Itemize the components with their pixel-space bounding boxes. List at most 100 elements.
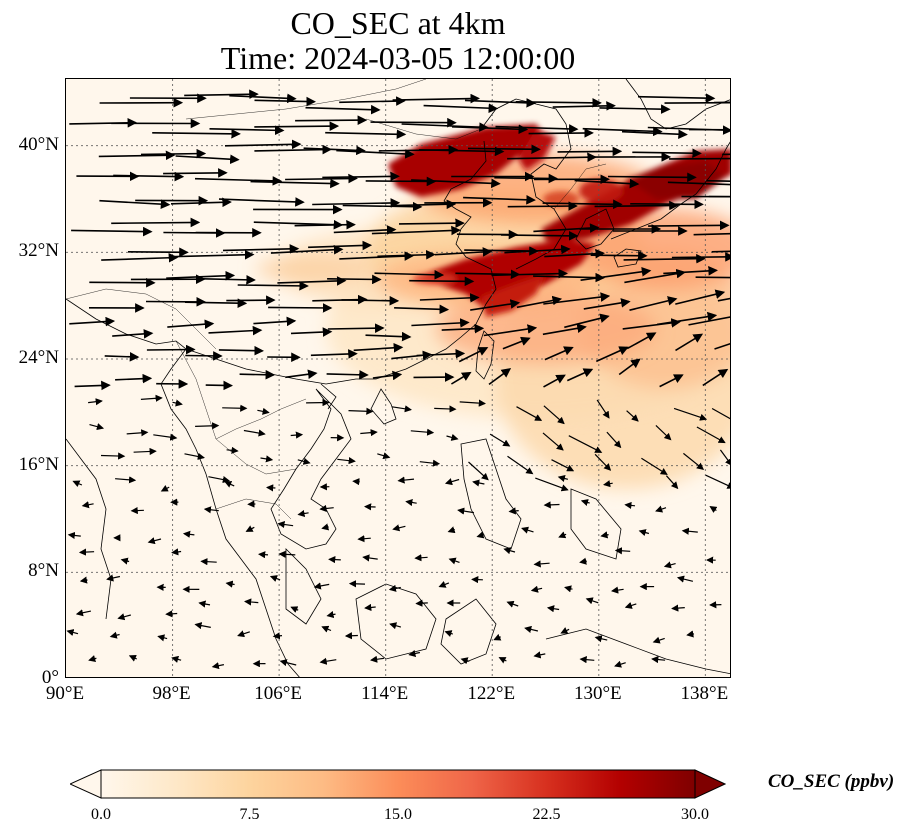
wind-arrow [393, 199, 457, 210]
wind-arrow [638, 529, 650, 537]
wind-arrow [319, 657, 337, 665]
wind-arrow [686, 630, 695, 638]
wind-arrow [460, 657, 470, 665]
wind-arrow [237, 630, 250, 638]
wind-arrow [671, 604, 685, 612]
wind-arrow [333, 225, 397, 235]
wind-arrow [208, 325, 263, 336]
wind-arrow [530, 585, 543, 593]
latitude-label: 0° [41, 667, 59, 688]
wind-arrow [175, 154, 240, 165]
wind-arrow [328, 556, 341, 564]
wind-arrow [416, 348, 466, 359]
wind-arrow [564, 313, 610, 329]
wind-arrow [75, 609, 92, 617]
wind-arrow [419, 146, 505, 157]
wind-arrow [147, 537, 162, 545]
wind-arrow [594, 635, 608, 643]
wind-arrow [348, 580, 366, 588]
wind-arrow [146, 344, 196, 355]
wind-arrow [543, 374, 566, 388]
wind-arrow [472, 479, 485, 487]
wind-arrow [580, 267, 652, 281]
wind-arrow [696, 426, 726, 444]
wind-arrow [464, 98, 536, 108]
wind-arrow [543, 292, 611, 305]
wind-arrow [258, 551, 269, 559]
latitude-label: 32°N [18, 240, 59, 262]
wind-arrow [184, 452, 205, 460]
wind-arrow [446, 433, 459, 441]
wind-arrow [205, 380, 233, 391]
wind-arrow [152, 128, 241, 139]
wind-arrow [688, 316, 730, 326]
wind-arrow [111, 217, 201, 228]
wind-arrow [327, 323, 385, 333]
wind-arrow [683, 452, 705, 470]
wind-arrow [254, 96, 316, 107]
wind-arrow [580, 499, 590, 506]
wind-arrow [438, 581, 450, 588]
colorbar-tick-label: 22.5 [532, 806, 561, 823]
wind-arrow [226, 446, 239, 454]
wind-arrow [607, 172, 697, 183]
wind-arrow [166, 270, 236, 281]
wind-arrow [198, 600, 211, 608]
wind-arrow [69, 316, 116, 327]
wind-arrow [266, 484, 276, 492]
wind-arrow [695, 276, 730, 279]
wind-arrow [112, 329, 154, 339]
wind-arrow [339, 96, 406, 106]
wind-arrow [585, 597, 599, 605]
wind-arrow [493, 633, 502, 641]
wind-arrow [326, 369, 369, 380]
wind-arrow [447, 526, 456, 534]
wind-arrow [524, 625, 539, 633]
wind-arrow [711, 250, 730, 253]
wind-arrow [713, 101, 730, 104]
wind-arrow [344, 632, 358, 640]
wind-arrow [709, 506, 718, 513]
wind-arrow [516, 295, 563, 309]
wind-arrow [410, 428, 435, 436]
wind-arrow [74, 380, 111, 391]
wind-arrow [624, 602, 637, 609]
latitude-label: 8°N [28, 560, 59, 582]
wind-arrow [370, 117, 457, 128]
wind-arrow [327, 274, 382, 285]
wind-arrow [408, 649, 421, 657]
wind-arrow [364, 603, 376, 612]
wind-arrow [467, 144, 541, 154]
wind-arrow [488, 368, 512, 386]
wind-arrow [305, 104, 381, 115]
wind-arrow [184, 89, 259, 100]
wind-arrow [495, 124, 579, 134]
wind-arrow [655, 424, 672, 441]
wind-arrow [656, 311, 718, 326]
wind-arrow [663, 561, 676, 569]
wind-arrow [451, 124, 529, 135]
wind-arrow [664, 101, 730, 104]
wind-arrow [88, 655, 97, 663]
wind-arrow [277, 520, 294, 529]
wind-arrow [543, 405, 565, 425]
wind-arrow [405, 498, 417, 507]
wind-arrow [272, 632, 283, 640]
wind-arrow [411, 318, 470, 328]
wind-arrow [719, 449, 730, 466]
wind-arrow [419, 293, 480, 303]
wind-arrow [209, 125, 285, 136]
latitude-label: 16°N [18, 453, 59, 475]
wind-arrow [342, 201, 423, 212]
colorbar-tick-label: 30.0 [681, 806, 709, 823]
wind-arrow [459, 399, 486, 407]
wind-arrow [370, 655, 385, 663]
wind-arrow [72, 480, 83, 488]
wind-arrow [66, 629, 79, 636]
wind-arrow [195, 422, 220, 430]
wind-arrow [624, 501, 636, 510]
wind-arrow [411, 178, 501, 189]
wind-arrow [303, 145, 366, 156]
wind-arrow [171, 250, 255, 260]
wind-arrow [655, 505, 667, 513]
